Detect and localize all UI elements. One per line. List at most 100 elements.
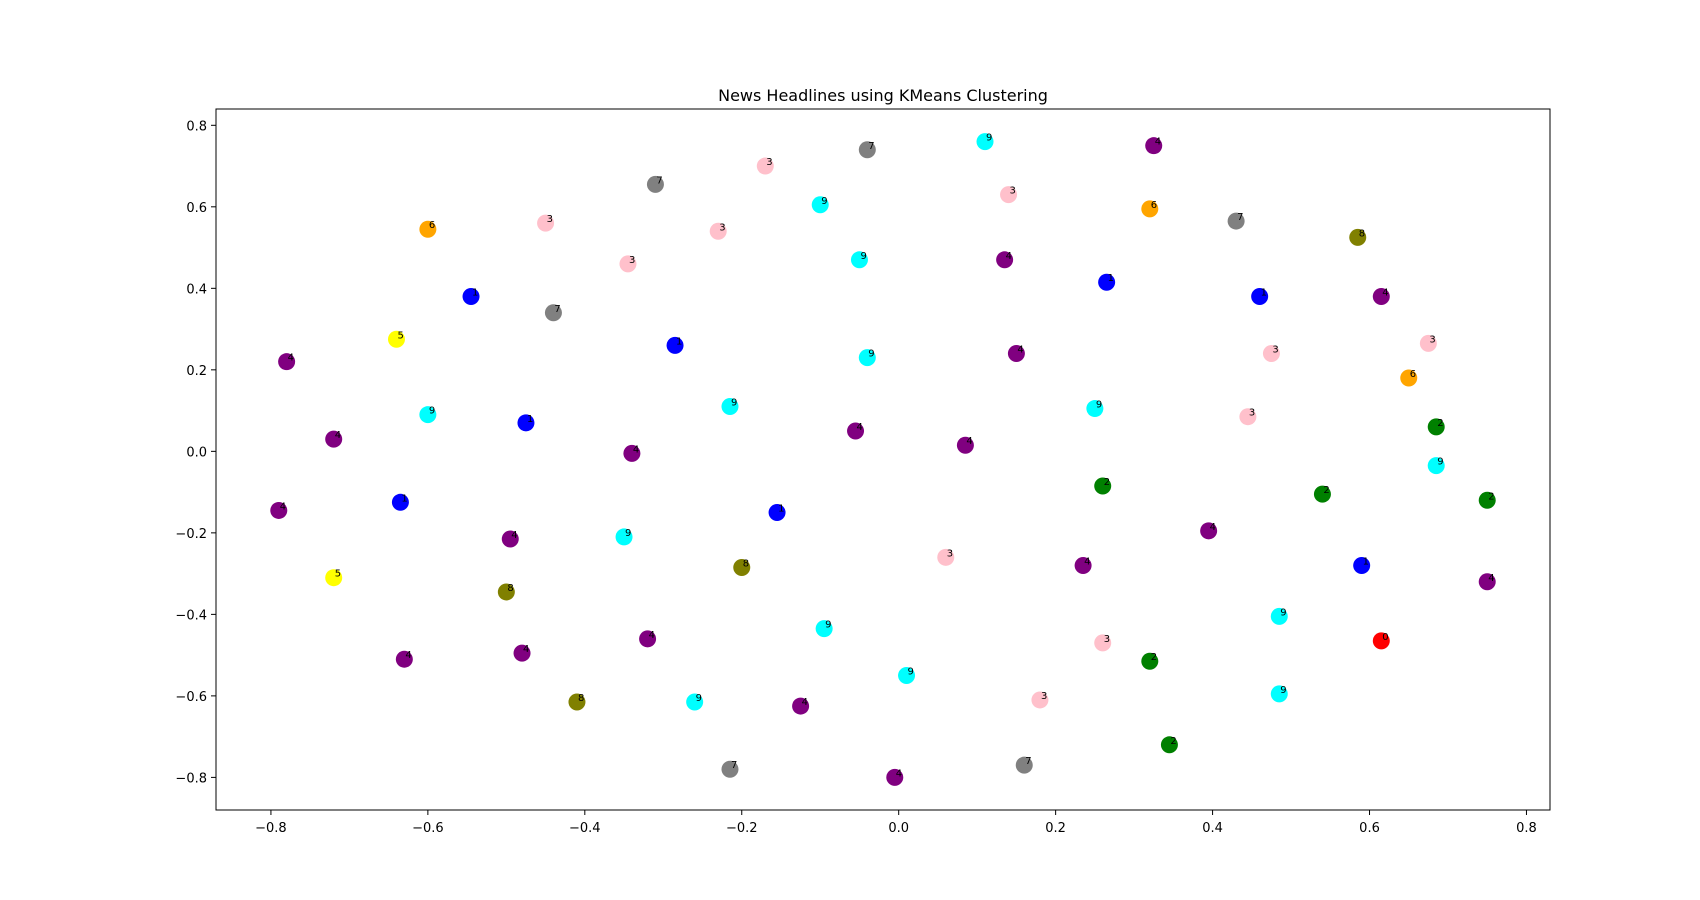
x-tick-label: 0.4 <box>1202 821 1223 836</box>
data-point-label: 2 <box>1151 652 1157 663</box>
data-point <box>497 583 515 601</box>
data-point <box>623 444 641 462</box>
data-point <box>387 330 405 348</box>
x-tick-label: 0.2 <box>1045 821 1066 836</box>
data-point-label: 1 <box>1363 556 1369 567</box>
data-point-label: 6 <box>429 220 435 231</box>
data-point-label: 4 <box>288 353 294 364</box>
data-point <box>1262 345 1280 363</box>
data-point-label: 3 <box>1010 186 1016 197</box>
data-point-label: 4 <box>511 530 517 541</box>
data-point-label: 3 <box>1104 634 1110 645</box>
data-point <box>639 630 657 648</box>
data-point <box>1160 736 1178 754</box>
y-axis: −0.8 −0.6 −0.4 −0.2 0.0 0.2 0.4 0.6 0.8 <box>175 119 216 786</box>
data-point-label: 7 <box>554 304 560 315</box>
data-point-label: 2 <box>1437 418 1443 429</box>
data-point <box>395 650 413 668</box>
data-point <box>1141 652 1159 670</box>
data-point-label: 1 <box>401 493 407 504</box>
x-tick-label: 0.0 <box>888 821 909 836</box>
y-tick-label: 0.0 <box>186 445 207 460</box>
data-point-label: 4 <box>1155 137 1161 148</box>
data-point-label: 9 <box>1096 400 1102 411</box>
data-point <box>976 133 994 151</box>
data-point-label: 7 <box>1025 756 1031 767</box>
data-point <box>1251 287 1269 305</box>
data-point-label: 5 <box>335 569 341 580</box>
x-tick-label: 0.8 <box>1516 821 1537 836</box>
data-point <box>1200 522 1218 540</box>
data-point <box>1000 186 1018 204</box>
data-point-label: 4 <box>1017 345 1023 356</box>
data-point <box>1270 685 1288 703</box>
data-point <box>956 436 974 454</box>
x-axis: −0.8 −0.6 −0.4 −0.2 0.0 0.2 0.4 0.6 0.8 <box>255 810 1537 836</box>
data-point-label: 3 <box>1429 334 1435 345</box>
data-point-label: 1 <box>472 287 478 298</box>
data-point <box>513 644 531 662</box>
y-tick-label: 0.8 <box>186 119 207 134</box>
data-point <box>1372 632 1390 650</box>
data-point <box>666 336 684 354</box>
data-point <box>325 569 343 587</box>
data-point-label: 7 <box>868 141 874 152</box>
data-point <box>858 141 876 159</box>
data-point <box>1007 345 1025 363</box>
data-point <box>886 768 904 786</box>
data-point <box>1372 287 1390 305</box>
data-point-label: 3 <box>719 222 725 233</box>
data-point <box>733 559 751 577</box>
data-point <box>646 175 664 193</box>
data-point <box>1400 369 1418 387</box>
data-point-label: 1 <box>1261 287 1267 298</box>
data-point-label: 4 <box>1006 251 1012 262</box>
y-tick-label: −0.2 <box>175 527 207 542</box>
data-point-label: 2 <box>1323 485 1329 496</box>
data-point <box>850 251 868 269</box>
data-point <box>1478 573 1496 591</box>
data-point <box>996 251 1014 269</box>
data-point-label: 7 <box>1237 212 1243 223</box>
data-point-label: 7 <box>731 760 737 771</box>
data-point-label: 9 <box>696 693 702 704</box>
data-point <box>815 620 833 638</box>
data-point-label: 6 <box>1151 200 1157 211</box>
data-point <box>937 548 955 566</box>
data-point-label: 5 <box>397 330 403 341</box>
data-point <box>1353 556 1371 574</box>
data-point-label: 4 <box>966 436 972 447</box>
data-point-label: 9 <box>1280 607 1286 618</box>
data-point-label: 9 <box>731 398 737 409</box>
data-point-label: 1 <box>676 336 682 347</box>
data-point <box>721 398 739 416</box>
data-point-label: 9 <box>1437 457 1443 468</box>
data-point-label: 4 <box>857 422 863 433</box>
data-point-label: 4 <box>1488 573 1494 584</box>
data-point-label: 8 <box>507 583 513 594</box>
data-point <box>615 528 633 546</box>
data-point-label: 9 <box>1280 685 1286 696</box>
data-point <box>1239 408 1257 426</box>
data-point-label: 3 <box>1041 691 1047 702</box>
data-point <box>1141 200 1159 218</box>
data-point-label: 3 <box>629 255 635 266</box>
data-point-label: 4 <box>649 630 655 641</box>
data-point <box>1349 228 1367 246</box>
y-tick-label: 0.2 <box>186 364 207 379</box>
data-point <box>1313 485 1331 503</box>
data-point-label: 9 <box>868 349 874 360</box>
data-point <box>270 501 288 519</box>
data-point-label: 4 <box>1382 287 1388 298</box>
data-point-label: 4 <box>523 644 529 655</box>
data-point <box>1419 334 1437 352</box>
data-point-label: 9 <box>908 667 914 678</box>
data-point <box>686 693 704 711</box>
data-point-label: 0 <box>1382 632 1388 643</box>
data-point <box>709 222 727 240</box>
data-point-label: 7 <box>656 175 662 186</box>
x-tick-label: −0.2 <box>726 821 758 836</box>
data-point-label: 4 <box>896 768 902 779</box>
data-point <box>768 503 786 521</box>
